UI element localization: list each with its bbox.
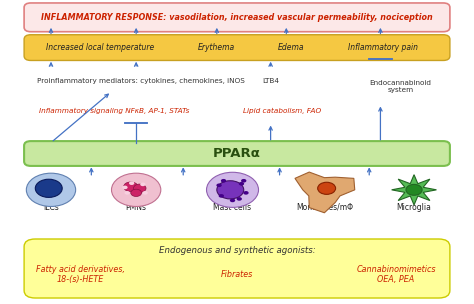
Circle shape (27, 173, 76, 206)
FancyBboxPatch shape (24, 239, 450, 298)
Circle shape (241, 179, 246, 183)
Circle shape (243, 191, 249, 195)
Text: Erythema: Erythema (198, 43, 236, 52)
Text: Proinflammatory mediators: cytokines, chemokines, iNOS: Proinflammatory mediators: cytokines, ch… (36, 78, 245, 84)
Circle shape (142, 191, 148, 195)
Circle shape (122, 185, 128, 189)
Text: ILCs: ILCs (43, 203, 59, 212)
Text: Edema: Edema (278, 43, 304, 52)
Circle shape (207, 172, 258, 207)
FancyBboxPatch shape (24, 3, 450, 32)
Circle shape (230, 199, 235, 202)
FancyBboxPatch shape (24, 35, 450, 60)
Text: Lipid catabolism, FAO: Lipid catabolism, FAO (243, 108, 321, 114)
Text: Fatty acid derivatives,
18-(s)-HETE: Fatty acid derivatives, 18-(s)-HETE (36, 265, 125, 284)
Text: Inflammatory pain: Inflammatory pain (347, 43, 418, 52)
Circle shape (140, 183, 146, 186)
Circle shape (406, 185, 422, 195)
Text: PMNs: PMNs (126, 203, 146, 212)
Text: Endogenous and synthetic agonists:: Endogenous and synthetic agonists: (159, 246, 315, 255)
Text: Cannabinomimetics
OEA, PEA: Cannabinomimetics OEA, PEA (356, 265, 436, 284)
Circle shape (237, 197, 242, 201)
Circle shape (124, 182, 138, 192)
Circle shape (318, 182, 336, 194)
Text: Mast cells: Mast cells (213, 203, 252, 212)
Circle shape (129, 181, 134, 185)
Text: INFLAMMATORY RESPONSE: vasodilation, increased vascular permeability, nociceptio: INFLAMMATORY RESPONSE: vasodilation, inc… (41, 13, 433, 22)
Circle shape (219, 194, 224, 198)
Circle shape (35, 179, 62, 197)
Circle shape (217, 184, 222, 187)
Circle shape (131, 189, 142, 196)
Text: Increased local temperature: Increased local temperature (46, 43, 155, 52)
Text: Microglia: Microglia (397, 203, 431, 212)
Text: LTB4: LTB4 (262, 78, 279, 84)
FancyBboxPatch shape (24, 141, 450, 166)
Text: Fibrates: Fibrates (221, 270, 253, 279)
Polygon shape (295, 172, 355, 213)
Polygon shape (392, 175, 437, 205)
Circle shape (125, 191, 130, 195)
Text: Endocannabinoid
system: Endocannabinoid system (370, 81, 432, 93)
Circle shape (217, 181, 244, 199)
Circle shape (221, 179, 226, 183)
Text: Monocytes/mΦ: Monocytes/mΦ (296, 203, 353, 212)
Circle shape (111, 173, 161, 206)
Text: PPARα: PPARα (213, 147, 261, 160)
Text: Inflammatory signaling NFκB, AP-1, STATs: Inflammatory signaling NFκB, AP-1, STATs (38, 108, 189, 114)
Circle shape (239, 182, 244, 185)
Circle shape (134, 184, 146, 192)
